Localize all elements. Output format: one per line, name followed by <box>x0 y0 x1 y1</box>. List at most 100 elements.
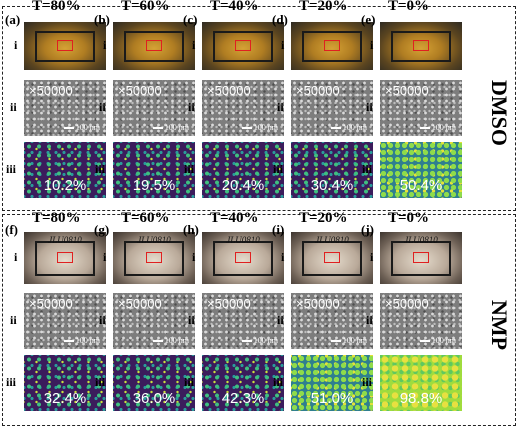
temperature-title: T=80% <box>32 0 81 14</box>
temperature-title: T=60% <box>121 0 170 14</box>
panel-letter: (b) <box>94 12 110 27</box>
coverage-map: 10.2% <box>24 142 106 198</box>
coverage-value: 42.3% <box>221 390 265 407</box>
dmso-group-frame <box>2 6 516 211</box>
temperature-title: T=0% <box>388 0 430 14</box>
device-photo: JLU0810 <box>113 232 195 284</box>
row-label: ii <box>10 100 17 114</box>
panel-letter: (g) <box>94 222 110 237</box>
device-photo: JLU0810 <box>24 232 106 284</box>
device-photo <box>380 22 462 70</box>
sem-image: ×50000 100 nm <box>113 293 195 349</box>
magnification-label: ×50000 <box>118 296 162 311</box>
zoom-region-marker <box>145 251 163 264</box>
scale-bar: 100 nm <box>153 336 189 345</box>
coverage-value: 51.0% <box>310 390 354 407</box>
row-label: i <box>370 38 374 52</box>
magnification-label: ×50000 <box>29 83 73 98</box>
device-frame <box>213 241 273 276</box>
device-frame <box>302 30 362 63</box>
zoom-region-marker <box>412 251 430 264</box>
row-label: ii <box>277 313 284 327</box>
row-label: i <box>192 38 196 52</box>
magnification-label: ×50000 <box>29 296 73 311</box>
sem-image: ×50000 100 nm <box>380 293 462 349</box>
panel-letter: (i) <box>272 222 285 237</box>
scale-bar: 100 nm <box>331 336 367 345</box>
sem-image: ×50000 100 nm <box>291 293 373 349</box>
coverage-value: 20.4% <box>221 177 265 194</box>
row-label: i <box>370 250 374 264</box>
panel-letter: (c) <box>183 12 198 27</box>
device-photo <box>202 22 284 70</box>
magnification-label: ×50000 <box>296 83 340 98</box>
coverage-map: 20.4% <box>202 142 284 198</box>
temperature-title: T=80% <box>32 210 81 226</box>
magnification-label: ×50000 <box>296 296 340 311</box>
row-label: iii <box>6 375 17 389</box>
coverage-value: 10.2% <box>43 177 87 194</box>
magnification-label: ×50000 <box>207 296 251 311</box>
zoom-region-marker <box>323 40 341 51</box>
side-label: DMSO <box>487 80 512 146</box>
coverage-value: 30.4% <box>310 177 354 194</box>
coverage-value: 32.4% <box>43 390 87 407</box>
device-frame <box>391 241 451 276</box>
scale-bar: 100 nm <box>420 336 456 345</box>
row-label: iii <box>184 375 195 389</box>
row-label: ii <box>277 100 284 114</box>
row-label: iii <box>362 375 373 389</box>
side-label: NMP <box>487 300 512 351</box>
device-frame <box>124 30 184 63</box>
row-label: iii <box>273 162 284 176</box>
photo-writing: JLU0810 <box>137 235 171 245</box>
device-frame <box>35 30 95 63</box>
coverage-map: 98.8% <box>380 355 462 411</box>
row-label: i <box>192 250 196 264</box>
temperature-title: T=60% <box>121 210 170 226</box>
sem-image: ×50000 100 nm <box>113 80 195 136</box>
temperature-title: T=20% <box>299 210 348 226</box>
scale-bar: 100 nm <box>242 336 278 345</box>
device-photo <box>291 22 373 70</box>
sem-image: ×50000 100 nm <box>380 80 462 136</box>
row-label: i <box>14 38 18 52</box>
row-label: ii <box>99 313 106 327</box>
magnification-label: ×50000 <box>207 83 251 98</box>
zoom-region-marker <box>323 251 341 264</box>
device-frame <box>213 30 273 63</box>
nmp-group-frame <box>2 214 516 426</box>
panel-letter: (e) <box>361 12 376 27</box>
panel-letter: (h) <box>183 222 199 237</box>
coverage-map: 42.3% <box>202 355 284 411</box>
row-label: ii <box>366 313 373 327</box>
coverage-map: 19.5% <box>113 142 195 198</box>
temperature-title: T=0% <box>388 210 430 226</box>
sem-image: ×50000 100 nm <box>202 80 284 136</box>
row-label: ii <box>99 100 106 114</box>
coverage-map: 36.0% <box>113 355 195 411</box>
scale-bar: 100 nm <box>242 123 278 132</box>
row-label: ii <box>366 100 373 114</box>
magnification-label: ×50000 <box>385 296 429 311</box>
device-photo <box>24 22 106 70</box>
scale-bar: 100 nm <box>64 123 100 132</box>
device-photo: JLU0810 <box>380 232 462 284</box>
photo-writing: JLU0810 <box>404 235 438 245</box>
temperature-title: T=40% <box>210 0 259 14</box>
scale-bar: 100 nm <box>64 336 100 345</box>
sem-image: ×50000 100 nm <box>202 293 284 349</box>
temperature-title: T=20% <box>299 0 348 14</box>
coverage-value: 98.8% <box>399 390 443 407</box>
device-frame <box>35 241 95 276</box>
row-label: ii <box>188 100 195 114</box>
photo-writing: JLU0810 <box>226 235 260 245</box>
row-label: ii <box>188 313 195 327</box>
device-photo <box>113 22 195 70</box>
scale-bar: 100 nm <box>153 123 189 132</box>
row-label: iii <box>184 162 195 176</box>
scale-bar: 100 nm <box>420 123 456 132</box>
row-label: i <box>281 38 285 52</box>
zoom-region-marker <box>56 251 74 264</box>
